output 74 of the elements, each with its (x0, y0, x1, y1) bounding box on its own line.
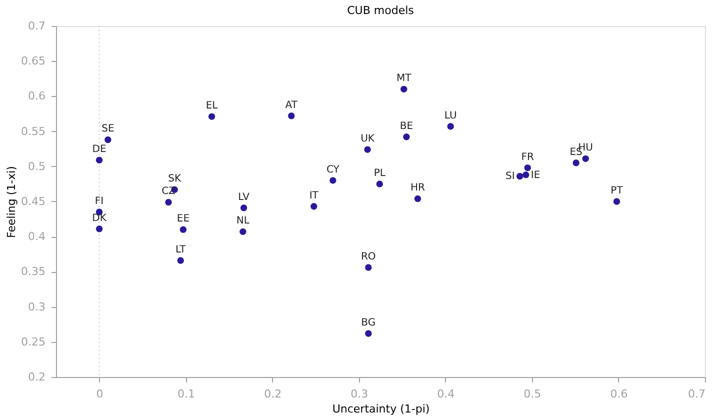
point (582, 155, 589, 162)
point (516, 172, 524, 180)
point (310, 203, 318, 210)
point (414, 195, 422, 202)
point (365, 330, 372, 337)
y-tick-label: 0.65 (21, 54, 46, 68)
annotation: BE (400, 120, 414, 132)
annotation: MT (396, 73, 412, 84)
y-tick-label: 0.6 (28, 90, 46, 103)
point (330, 177, 336, 184)
x-tick-label: 0.7 (688, 388, 706, 400)
point (208, 113, 216, 120)
annotation: SK (168, 174, 182, 185)
point (240, 204, 248, 212)
point (376, 180, 383, 188)
point (364, 146, 371, 153)
point (240, 228, 246, 236)
point (365, 264, 372, 271)
annotation: CY (326, 164, 340, 176)
annotation: FI (94, 196, 104, 208)
y-tick-label: 0.3 (28, 300, 46, 314)
annotation: IT (309, 190, 320, 202)
x-tick-label: 0.3 (350, 388, 368, 400)
x-tick-label: 0.1 (178, 388, 196, 400)
point (180, 226, 187, 233)
annotation: EL (206, 100, 218, 112)
point (177, 257, 184, 264)
annotation: PL (374, 168, 386, 179)
y-axis-title: Feeling (1-xi) (5, 166, 18, 238)
y-tick-label: 0.45 (21, 195, 46, 208)
point (96, 156, 103, 164)
chart-title: CUB models (347, 4, 414, 17)
x-tick-label: 0.4 (437, 388, 455, 400)
annotation: SI (506, 171, 515, 182)
annotation: DK (92, 212, 107, 224)
x-axis-title: Uncertainty (1-pi) (332, 402, 430, 416)
annotation: LV (238, 192, 250, 203)
point (447, 123, 454, 130)
x-tick-label: 0.5 (524, 388, 542, 400)
y-tick-label: 0.25 (21, 335, 46, 348)
point (96, 226, 103, 232)
annotation: UK (360, 134, 375, 145)
annotation: SE (102, 124, 114, 135)
annotation: LU (444, 110, 457, 122)
annotation: AT (285, 100, 298, 111)
annotation: RO (360, 251, 376, 262)
point (104, 136, 112, 144)
annotation: HR (410, 182, 425, 194)
point (613, 198, 620, 205)
y-tick-label: 0.5 (28, 160, 46, 173)
y-tick-label: 0.7 (28, 20, 46, 32)
y-tick-label: 0.4 (28, 230, 46, 244)
x-tick-label: 0.6 (610, 388, 628, 400)
x-tick-label: 0.2 (264, 388, 282, 400)
point (403, 134, 410, 140)
point (524, 164, 531, 172)
annotation: LT (175, 244, 187, 256)
y-tick-label: 0.2 (28, 370, 46, 384)
annotation: PT (610, 186, 624, 196)
x-tick-label: 0 (96, 388, 104, 400)
point (522, 171, 530, 178)
annotation: CZ (162, 186, 176, 198)
y-tick-label: 0.35 (21, 265, 46, 278)
point (165, 198, 172, 206)
point (400, 86, 408, 93)
annotation: IE (530, 170, 540, 181)
annotation: FR (521, 152, 534, 163)
y-tick-label: 0.55 (21, 124, 46, 138)
annotation: BG (361, 317, 376, 328)
point (288, 112, 295, 120)
point (572, 160, 580, 166)
annotation: DE (92, 144, 106, 156)
annotation: NL (236, 216, 250, 227)
annotation: EE (176, 214, 190, 225)
